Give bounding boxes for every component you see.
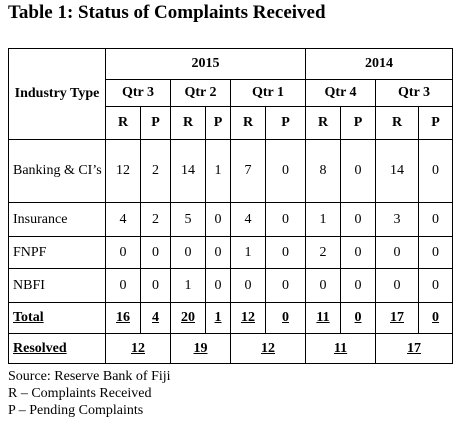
cell: 0 — [418, 202, 454, 237]
cell: 0 — [375, 268, 420, 303]
sub-header: P — [340, 106, 377, 140]
sub-header: R — [170, 106, 206, 140]
cell: 4 — [140, 302, 171, 334]
cell: 0 — [418, 302, 454, 334]
row-label: Insurance — [8, 202, 106, 237]
cell: 2 — [305, 236, 342, 269]
sub-header: R — [105, 106, 141, 140]
sub-header: R — [305, 106, 342, 140]
cell: 12 — [229, 333, 307, 364]
row-label: NBFI — [8, 268, 106, 303]
row-label: Banking & CI’s — [8, 139, 106, 203]
cell: 0 — [105, 268, 141, 303]
cell: 2 — [140, 139, 171, 203]
cell: 0 — [340, 236, 377, 269]
cell: 0 — [264, 302, 307, 334]
cell: 12 — [105, 139, 141, 203]
notes: Source: Reserve Bank of Fiji R – Complain… — [8, 368, 171, 419]
data-row: FNPF 0 0 0 0 1 0 2 0 0 0 — [8, 236, 454, 269]
quarter-header: Qtr 1 — [229, 79, 307, 107]
cell: 1 — [305, 202, 342, 237]
cell: 1 — [230, 236, 266, 269]
cell: 17 — [375, 302, 420, 334]
note: P – Pending Complaints — [8, 403, 144, 418]
cell: 0 — [305, 268, 342, 303]
data-row: Banking & CI’s 12 2 14 1 7 0 8 0 14 0 — [8, 139, 454, 203]
corner-header: Industry Type — [8, 48, 106, 140]
quarter-header: Qtr 3 — [375, 79, 454, 107]
row-label: Resolved — [8, 333, 106, 364]
cell: 7 — [230, 139, 266, 203]
cell: 0 — [170, 236, 206, 269]
quarter-header: Qtr 2 — [170, 79, 231, 107]
sub-header: R — [230, 106, 266, 140]
cell: 1 — [205, 302, 231, 334]
cell: 0 — [205, 202, 231, 237]
cell: 2 — [140, 202, 171, 237]
note: R – Complaints Received — [8, 386, 152, 401]
resolved-row: Resolved 12 19 12 11 17 — [8, 333, 454, 364]
sub-header: P — [418, 106, 454, 140]
header-row: Qtr 3 Qtr 2 Qtr 1 Qtr 4 Qtr 3 — [9, 79, 454, 107]
cell: 14 — [170, 139, 206, 203]
cell: 0 — [340, 302, 377, 334]
cell: 0 — [205, 236, 231, 269]
data-row: NBFI 0 0 1 0 0 0 0 0 0 0 — [8, 268, 454, 303]
sub-header: P — [140, 106, 171, 140]
cell: 4 — [105, 202, 141, 237]
total-row: Total 16 4 20 1 12 0 11 0 17 0 — [8, 302, 454, 334]
cell: 20 — [170, 302, 206, 334]
cell: 3 — [375, 202, 420, 237]
cell: 14 — [375, 139, 420, 203]
cell: 16 — [105, 302, 141, 334]
cell: 0 — [264, 236, 307, 269]
cell: 12 — [230, 302, 266, 334]
cell: 0 — [140, 236, 171, 269]
sub-header: P — [264, 106, 307, 140]
note: Source: Reserve Bank of Fiji — [8, 369, 171, 384]
cell: 1 — [170, 268, 206, 303]
cell: 11 — [305, 302, 342, 334]
data-row: Insurance 4 2 5 0 4 0 1 0 3 0 — [8, 202, 454, 237]
cell: 0 — [375, 236, 420, 269]
complaints-table: Industry Type 2015 2014 Qtr 3 Qtr 2 Qtr 1 Qtr … — [8, 48, 454, 364]
cell: 8 — [305, 139, 342, 203]
cell: 0 — [264, 139, 307, 203]
cell: 0 — [140, 268, 171, 303]
cell: 5 — [170, 202, 206, 237]
cell: 0 — [205, 268, 231, 303]
sub-header: R — [375, 106, 420, 140]
cell: 0 — [230, 268, 266, 303]
cell: 12 — [105, 333, 171, 364]
cell: 0 — [418, 139, 454, 203]
header-row: Industry Type 2015 2014 — [8, 48, 454, 140]
sub-header: P — [205, 106, 231, 140]
cell: 17 — [375, 333, 454, 364]
cell: 0 — [340, 202, 377, 237]
cell: 0 — [264, 202, 307, 237]
row-label: Total — [8, 302, 106, 334]
quarter-header: Qtr 4 — [305, 79, 377, 107]
quarter-header: Qtr 3 — [105, 79, 171, 107]
cell: 0 — [264, 268, 307, 303]
cell: 19 — [170, 333, 231, 364]
cell: 4 — [230, 202, 266, 237]
cell: 0 — [418, 236, 454, 269]
table-title: Table 1: Status of Complaints Received — [8, 2, 326, 23]
cell: 0 — [418, 268, 454, 303]
year-header: 2015 — [104, 48, 307, 80]
year-header: 2014 — [305, 48, 454, 80]
cell: 0 — [340, 139, 377, 203]
cell: 11 — [305, 333, 377, 364]
cell: 0 — [340, 268, 377, 303]
cell: 1 — [205, 139, 231, 203]
row-label: FNPF — [8, 236, 106, 269]
cell: 0 — [105, 236, 141, 269]
